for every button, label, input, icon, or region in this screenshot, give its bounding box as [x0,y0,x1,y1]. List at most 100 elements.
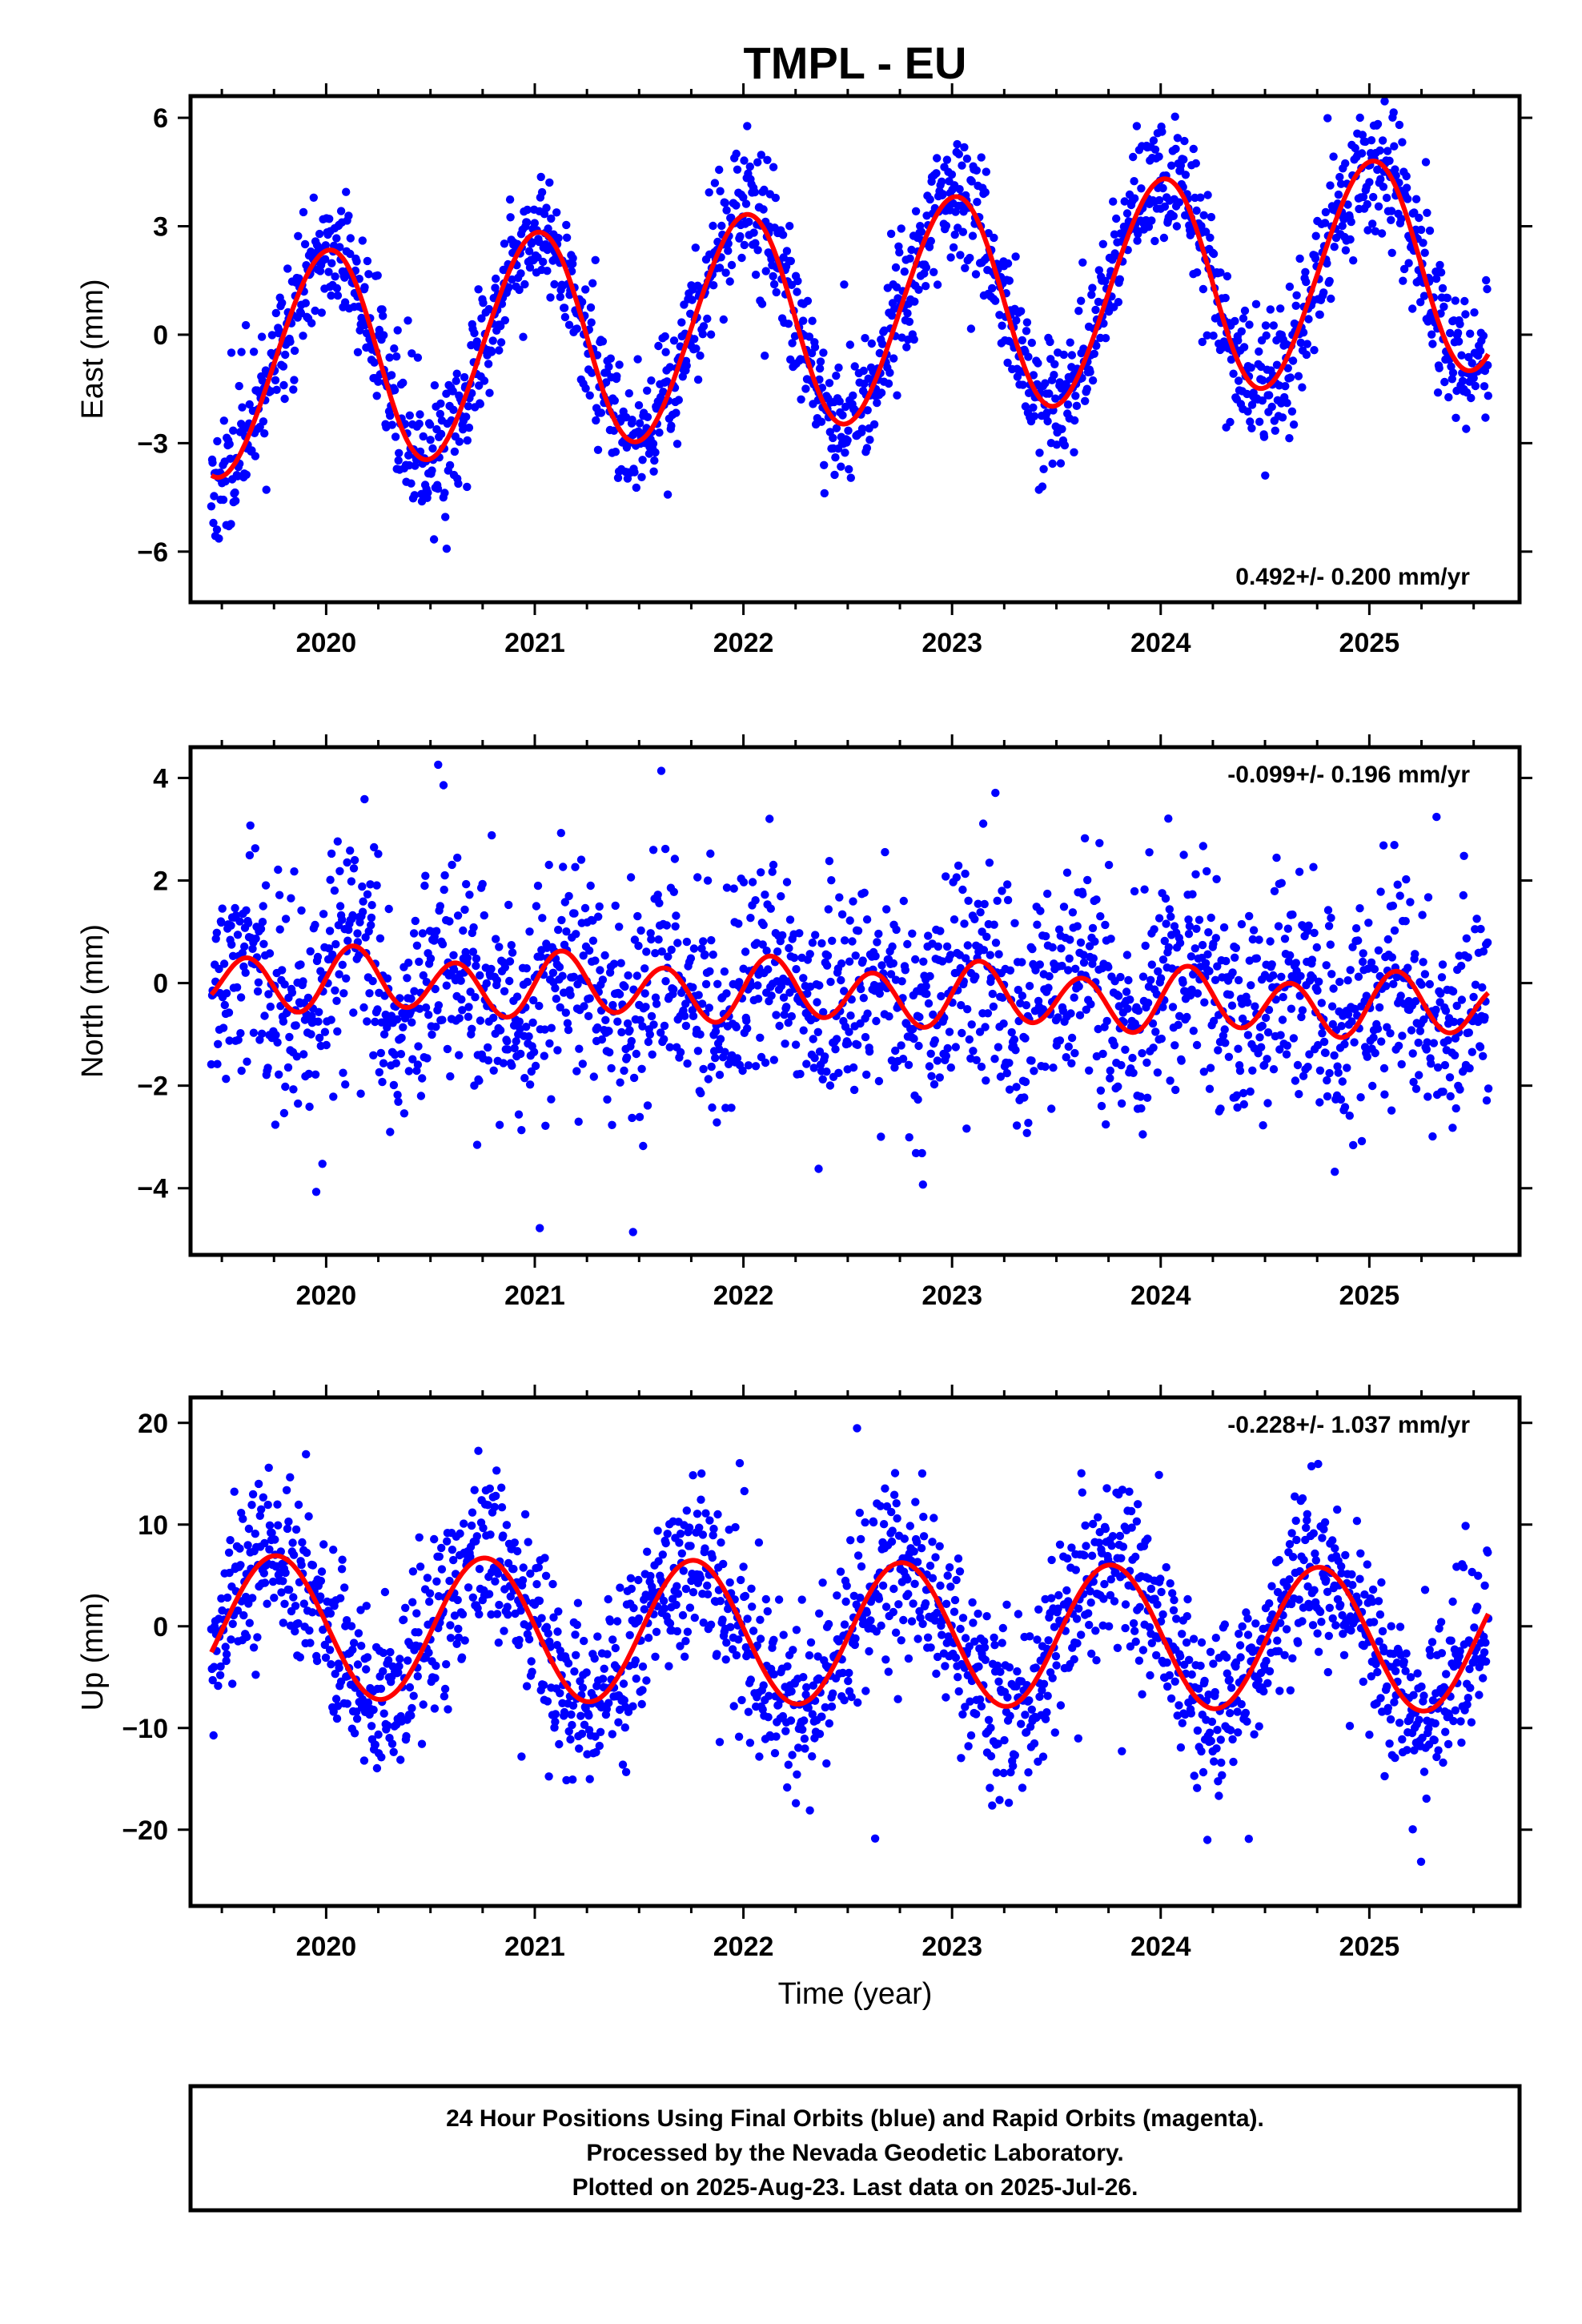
north-point [423,1054,432,1063]
up-point [367,1722,376,1731]
north-point [1161,894,1170,903]
east-point [1289,420,1299,429]
north-point [1330,1051,1339,1060]
north-point [397,1033,406,1043]
up-point [855,1508,865,1518]
east-point [1323,114,1332,123]
north-point [1472,915,1481,923]
east-point [751,270,761,279]
up-point [235,1544,244,1553]
up-point [825,1719,834,1728]
north-point [1028,944,1037,954]
north-point [1398,1031,1407,1040]
north-point [245,850,255,860]
north-point [1211,975,1220,985]
east-point [849,391,857,400]
north-point [1460,851,1468,861]
north-point [1062,1053,1070,1062]
north-point [482,979,491,988]
north-point [1246,1087,1255,1096]
north-point [817,939,826,948]
east-point [399,378,408,388]
north-point [739,878,749,887]
east-point [1479,332,1488,340]
north-point [791,1040,801,1049]
east-point [1129,152,1138,162]
north-point [640,989,649,998]
east-point [492,274,500,283]
east-point [592,416,600,425]
north-point [964,896,973,906]
east-point [753,158,762,167]
north-point [1102,1120,1110,1129]
up-point [281,1568,290,1578]
north-point [365,989,374,998]
east-point [674,396,683,404]
north-point [991,788,1000,798]
north-point [331,939,340,949]
east-point [333,291,343,300]
up-point [685,1523,694,1532]
east-point [698,330,707,339]
east-point [955,185,964,194]
up-point [307,1608,317,1617]
up-point [353,1660,363,1669]
up-point [638,1686,647,1695]
east-point [905,317,914,326]
north-point [824,905,833,914]
north-points [207,760,1493,1236]
north-point [1057,944,1066,953]
east-point [1451,296,1460,305]
east-point [1247,363,1255,372]
east-point [581,285,590,294]
north-point [225,1036,234,1045]
north-point [683,1059,692,1068]
east-point [1067,351,1077,360]
north-point [927,1072,936,1081]
east-point [1349,256,1358,265]
up-point [769,1635,778,1644]
up-point [362,1665,371,1674]
up-point [818,1578,827,1587]
east-point [1420,248,1429,257]
north-point [1419,1015,1428,1024]
north-point [1097,1101,1106,1111]
north-point [1269,971,1278,980]
up-point [891,1628,901,1637]
up-point [279,1618,287,1627]
east-point [1387,207,1396,215]
east-point [1060,440,1070,450]
up-point [265,1545,274,1554]
north-point [1295,1090,1303,1099]
east-point [1373,119,1383,129]
up-point [257,1505,266,1514]
north-point [1054,925,1064,934]
east-point [1327,294,1335,304]
north-point [1064,966,1073,975]
north-point [1479,947,1488,956]
north-point [998,993,1007,1003]
up-point [263,1599,271,1608]
north-point [438,1015,447,1024]
north-point [1075,1011,1085,1019]
north-point [384,904,393,914]
east-point [591,255,600,264]
north-point [733,1054,742,1063]
east-point [865,436,874,444]
east-point [1271,426,1280,435]
north-point [297,906,306,915]
east-point [1231,316,1239,326]
north-point [1094,1024,1102,1034]
up-point [415,1533,424,1542]
north-point [468,947,478,956]
east-point [1043,416,1052,426]
north-point [366,880,375,889]
up-point [676,1642,685,1651]
up-point [827,1702,837,1711]
east-point [1291,301,1300,310]
north-point [528,1018,537,1027]
up-point [412,1609,421,1618]
north-x-tick-label: 2021 [504,1281,565,1311]
north-point [394,1097,403,1107]
up-point [673,1582,681,1590]
